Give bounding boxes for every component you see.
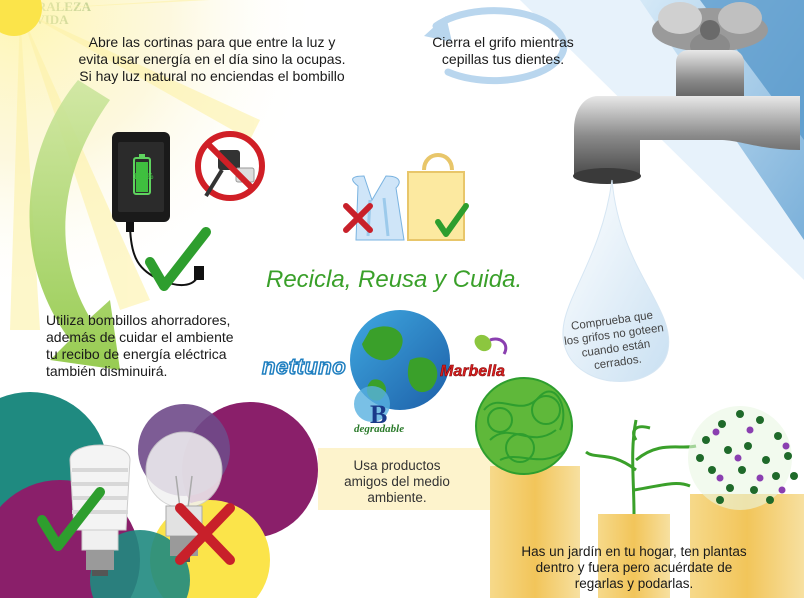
check-icon [37, 487, 105, 551]
products-tip-line: Usa productos [353, 458, 441, 473]
tap-tip-line: cepillas tus dientes. [441, 51, 565, 67]
garden-tip-text: Has un jardín en tu hogar, ten plantas d… [496, 544, 772, 592]
light-tip-line: Abre las cortinas para que entre la luz … [88, 34, 336, 50]
nettuno-logo: nettuno [261, 353, 347, 380]
garden-tip-line: Has un jardín en tu hogar, ten plantas [521, 544, 747, 559]
slogan: Recicla, Reusa y Cuida. [266, 266, 523, 293]
biodegradable-logo: degradable [354, 423, 405, 435]
water-drop-icon [562, 179, 670, 382]
check-icon [145, 227, 211, 291]
charger-plug-icon [194, 266, 204, 280]
cross-icon [175, 503, 235, 565]
battery-label: 100% [133, 172, 154, 181]
flower-bush-icon [688, 406, 798, 510]
incandescent-bulb-icon [145, 431, 223, 562]
no-plug-icon [195, 131, 265, 201]
sun-rays [10, 0, 260, 330]
tap-tip-line: Cierra el grifo mientras [432, 34, 574, 50]
sun-icon [0, 0, 42, 36]
cross-icon [343, 203, 373, 233]
biodegradable-logo-letter: B [370, 400, 388, 429]
garden-tip-line: dentro y fuera pero acuérdate de [535, 560, 733, 575]
marbella-logo: Marbella [440, 363, 505, 381]
light-tip-line: evita usar energía en el día sino la ocu… [78, 51, 346, 67]
tablet-icon [112, 132, 170, 222]
light-tip-line: Si hay luz natural no enciendas el bombi… [79, 68, 345, 84]
globe-icon [350, 310, 450, 410]
plant-pot [490, 466, 580, 598]
garden-tip-line: regarlas y podarlas. [574, 576, 694, 591]
plant-pot [690, 494, 804, 598]
bulbs-tip-text: Utiliza bombillos ahorradores, además de… [46, 312, 276, 380]
products-tip-line: amigos del medio [344, 474, 450, 489]
bush-icon [475, 377, 573, 475]
faucet-icon [573, 2, 800, 184]
products-tip-text: Usa productos amigos del medio ambiente. [322, 458, 472, 506]
bulbs-tip-line: además de cuidar el ambiente [46, 329, 234, 345]
bulbs-tip-line: Utiliza bombillos ahorradores, [46, 312, 231, 328]
plant-pot [598, 514, 670, 598]
bulbs-tip-line: tu recibo de energía eléctrica [46, 346, 227, 362]
refresh-arrow-icon [432, 7, 568, 85]
tap-tip-text: Cierra el grifo mientras cepillas tus di… [414, 34, 592, 68]
bulbs-tip-line: también disminuirá. [46, 363, 168, 379]
reusable-bag-icon [407, 153, 465, 241]
light-tip-text: Abre las cortinas para que entre la luz … [62, 34, 362, 85]
products-tip-line: ambiente. [367, 490, 427, 505]
sprout-icon [585, 419, 697, 515]
check-icon [435, 203, 469, 237]
